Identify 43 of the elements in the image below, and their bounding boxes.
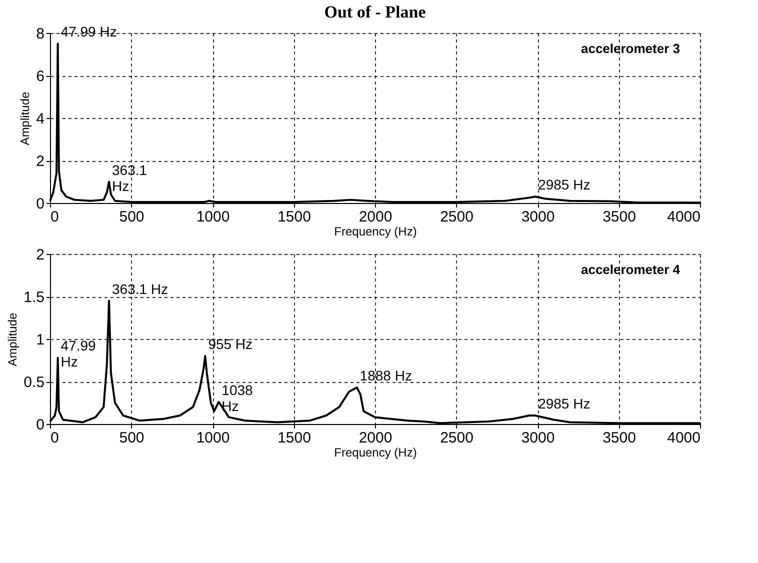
x-tick-label: 500 xyxy=(119,430,144,446)
y-tick-label: 0.5 xyxy=(24,374,44,391)
y-tick-label: 4 xyxy=(36,110,44,128)
annotation: 47.99 Hz xyxy=(60,24,117,40)
x-tick-label: 0 xyxy=(50,430,59,446)
x-tick-label: 2500 xyxy=(440,430,474,446)
y-tick-label: 1.5 xyxy=(24,289,44,306)
x-tick-label: 3000 xyxy=(521,430,555,446)
x-tick-label: 3000 xyxy=(521,208,555,226)
y-tick-label: 0 xyxy=(36,416,44,434)
x-tick-label: 1500 xyxy=(278,430,311,446)
annotation: 2985 Hz xyxy=(538,396,590,412)
text: accelerometer 4 xyxy=(580,262,681,277)
annotation: 363.1 Hz xyxy=(112,280,168,297)
chart-title: Out of - Plane xyxy=(324,2,426,22)
x-tick-label: 3500 xyxy=(602,208,636,226)
y-axis-title: Amplitude xyxy=(6,312,20,366)
y-tick-label: 2 xyxy=(36,246,44,264)
x-tick-label: 3500 xyxy=(602,430,636,446)
annotation: 47.99 Hz xyxy=(60,338,96,370)
x-tick-label: 2500 xyxy=(440,208,474,226)
y-tick-label: 8 xyxy=(36,26,44,42)
text: accelerometer 3 xyxy=(580,41,680,56)
y-axis-title: Amplitude xyxy=(18,92,32,146)
x-tick-label: 4000 xyxy=(667,430,700,446)
x-tick-label: 1000 xyxy=(196,430,230,446)
x-tick-label: 1000 xyxy=(196,208,230,226)
x-tick-label: 2000 xyxy=(358,430,392,446)
annotation: 1888 Hz xyxy=(360,367,412,384)
x-tick-label: 2000 xyxy=(358,208,392,226)
x-tick-label: 500 xyxy=(119,208,144,226)
x-tick-label: 0 xyxy=(50,208,59,226)
annotation: 955 Hz xyxy=(208,336,253,352)
x-tick-label: 1500 xyxy=(278,208,311,226)
y-tick-label: 0 xyxy=(36,196,44,212)
x-tick-label: 4000 xyxy=(667,208,700,226)
y-tick-label: 6 xyxy=(36,68,44,85)
x-axis-title: Frequency (Hz) xyxy=(334,224,417,238)
y-tick-label: 1 xyxy=(36,332,44,348)
y-tick-label: 2 xyxy=(36,153,44,170)
annotation: 363.1 Hz xyxy=(112,162,148,194)
x-axis-title: Frequency (Hz) xyxy=(334,446,417,460)
annotation: 2985 Hz xyxy=(538,176,590,193)
